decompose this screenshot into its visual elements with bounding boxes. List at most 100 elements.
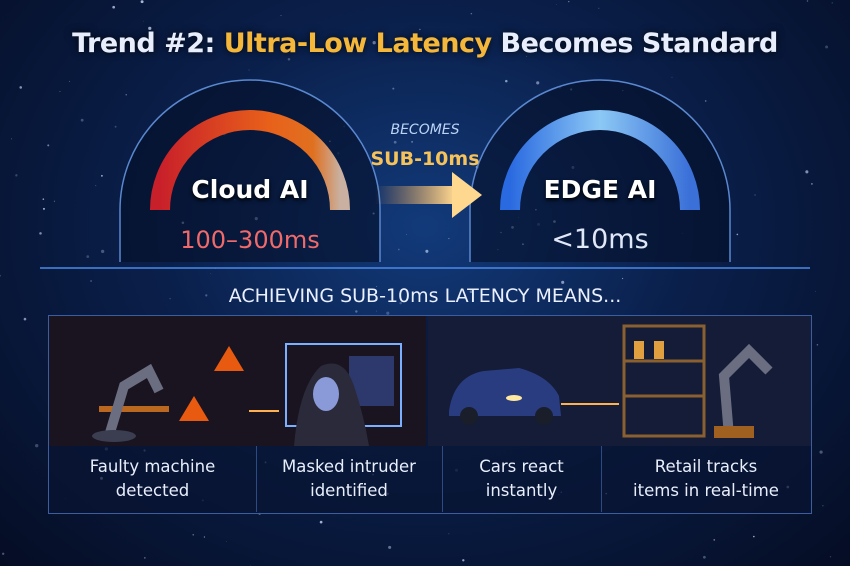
star <box>59 90 61 92</box>
hooded-intruder-icon <box>285 343 402 446</box>
examples-panel: Faulty machine detected Masked intruder id… <box>48 315 812 514</box>
star <box>753 535 755 538</box>
star <box>469 290 473 294</box>
star <box>287 58 291 61</box>
star <box>169 297 171 300</box>
star <box>23 317 27 321</box>
star <box>322 50 325 53</box>
star <box>392 87 395 90</box>
star <box>425 249 429 253</box>
star <box>555 4 557 5</box>
star <box>448 238 450 240</box>
star <box>372 41 376 45</box>
star <box>280 15 282 16</box>
star <box>806 0 809 2</box>
star <box>703 555 706 559</box>
star <box>736 233 739 236</box>
examples-illustrations <box>49 316 811 446</box>
robot-arm-warning-icon <box>92 346 279 442</box>
caption-line: detected <box>115 481 190 500</box>
star <box>101 174 103 177</box>
caption-divider <box>256 446 257 512</box>
star <box>376 286 378 288</box>
arrow-icon <box>375 172 482 218</box>
star <box>39 232 42 235</box>
star <box>388 545 392 549</box>
star <box>86 255 90 259</box>
page-title: Trend #2: Ultra-Low Latency Becomes Stan… <box>0 28 850 59</box>
star <box>561 280 565 284</box>
car-icon <box>449 368 619 425</box>
star <box>210 272 212 274</box>
caption-line: Cars react <box>479 457 564 476</box>
star <box>42 198 45 200</box>
right-gauge-arc <box>500 110 700 211</box>
star <box>805 170 809 174</box>
caption-line: instantly <box>485 481 558 500</box>
caption-divider <box>442 446 443 512</box>
star <box>671 76 673 78</box>
star <box>249 564 251 566</box>
star <box>462 559 465 562</box>
becomes-label: BECOMES <box>390 122 460 138</box>
star <box>399 301 402 305</box>
star <box>226 541 228 542</box>
title-suffix: Becomes Standard <box>491 28 779 59</box>
left-gauge-dome <box>119 79 381 262</box>
star <box>568 1 570 3</box>
star <box>816 344 819 346</box>
star <box>143 556 146 559</box>
title-highlight: Ultra-Low Latency <box>223 28 492 59</box>
star <box>10 138 12 140</box>
star <box>822 505 824 507</box>
star <box>411 140 413 143</box>
caption-line: identified <box>310 481 388 500</box>
left-gauge-latency: 100–300ms <box>180 226 320 254</box>
star <box>704 100 707 102</box>
caption-line: Masked intruder <box>282 457 416 476</box>
star <box>43 207 45 210</box>
star <box>819 450 823 454</box>
star <box>278 288 280 290</box>
star <box>386 311 390 315</box>
star <box>598 7 600 9</box>
star <box>815 290 816 292</box>
caption-line: Faulty machine <box>89 457 216 476</box>
star <box>829 556 832 558</box>
star <box>205 294 208 297</box>
target-latency: SUB-10ms <box>370 148 480 170</box>
star <box>455 157 458 159</box>
star <box>112 5 116 9</box>
caption-retail: Retail tracks items in real-time <box>601 446 811 512</box>
star <box>505 79 508 83</box>
star <box>19 86 23 89</box>
caption-faulty-machine: Faulty machine detected <box>49 446 256 512</box>
star <box>406 234 407 236</box>
star <box>142 20 144 22</box>
right-gauge-label: EDGE AI <box>543 175 657 204</box>
star <box>95 185 97 187</box>
star <box>192 533 195 536</box>
star <box>810 183 813 185</box>
section-heading: ACHIEVING SUB-10ms LATENCY MEANS... <box>228 285 622 307</box>
star <box>419 28 421 31</box>
star <box>470 12 473 15</box>
star <box>526 55 528 57</box>
star <box>319 520 323 524</box>
star <box>15 174 18 177</box>
star <box>101 249 105 254</box>
star <box>114 125 117 128</box>
star <box>376 310 377 312</box>
star <box>125 94 127 96</box>
star <box>35 443 39 448</box>
star <box>825 45 829 49</box>
star <box>754 194 756 196</box>
star <box>90 280 92 282</box>
caption-divider <box>601 446 602 512</box>
caption-line: Retail tracks <box>654 457 758 476</box>
star <box>393 140 397 144</box>
gauges <box>40 79 810 269</box>
star <box>80 118 84 122</box>
star <box>47 144 50 147</box>
star <box>203 536 206 538</box>
